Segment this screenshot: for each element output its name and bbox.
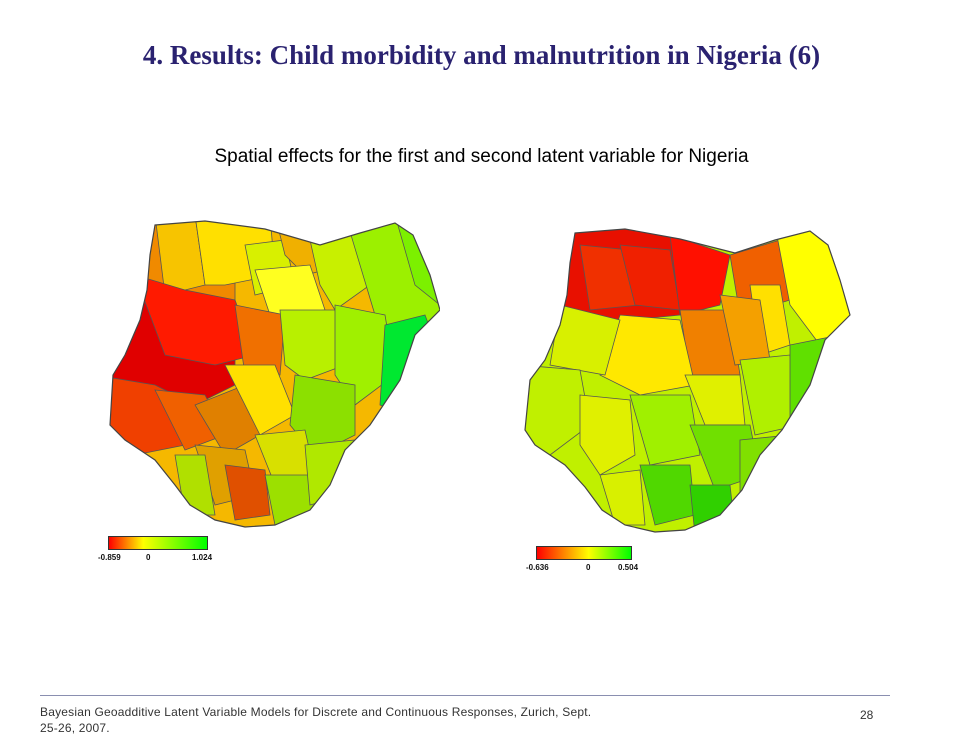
page-number: 28: [860, 708, 874, 722]
legend-mid-label: 0: [146, 553, 151, 562]
slide-title: 4. Results: Child morbidity and malnutri…: [142, 40, 821, 70]
legend-min-label: -0.859: [98, 553, 121, 562]
color-scale-bar: [108, 536, 208, 550]
legend-right: -0.636 0 0.504: [526, 546, 646, 576]
legend-max-label: 1.024: [192, 553, 213, 562]
footer-text: Bayesian Geoadditive Latent Variable Mod…: [40, 705, 592, 735]
legend-max-label: 0.504: [618, 563, 639, 572]
legend-mid-label: 0: [586, 563, 591, 572]
legend-left: -0.859 0 1.024: [98, 536, 218, 566]
map-second-latent-variable: [520, 225, 860, 555]
color-scale-bar: [536, 546, 632, 560]
map-first-latent-variable: [95, 215, 440, 555]
nigeria-map-left: [109, 220, 440, 528]
footer-divider: [40, 695, 890, 696]
nigeria-map-right: [524, 228, 851, 533]
slide-subtitle: Spatial effects for the first and second…: [214, 146, 749, 167]
legend-min-label: -0.636: [526, 563, 549, 572]
